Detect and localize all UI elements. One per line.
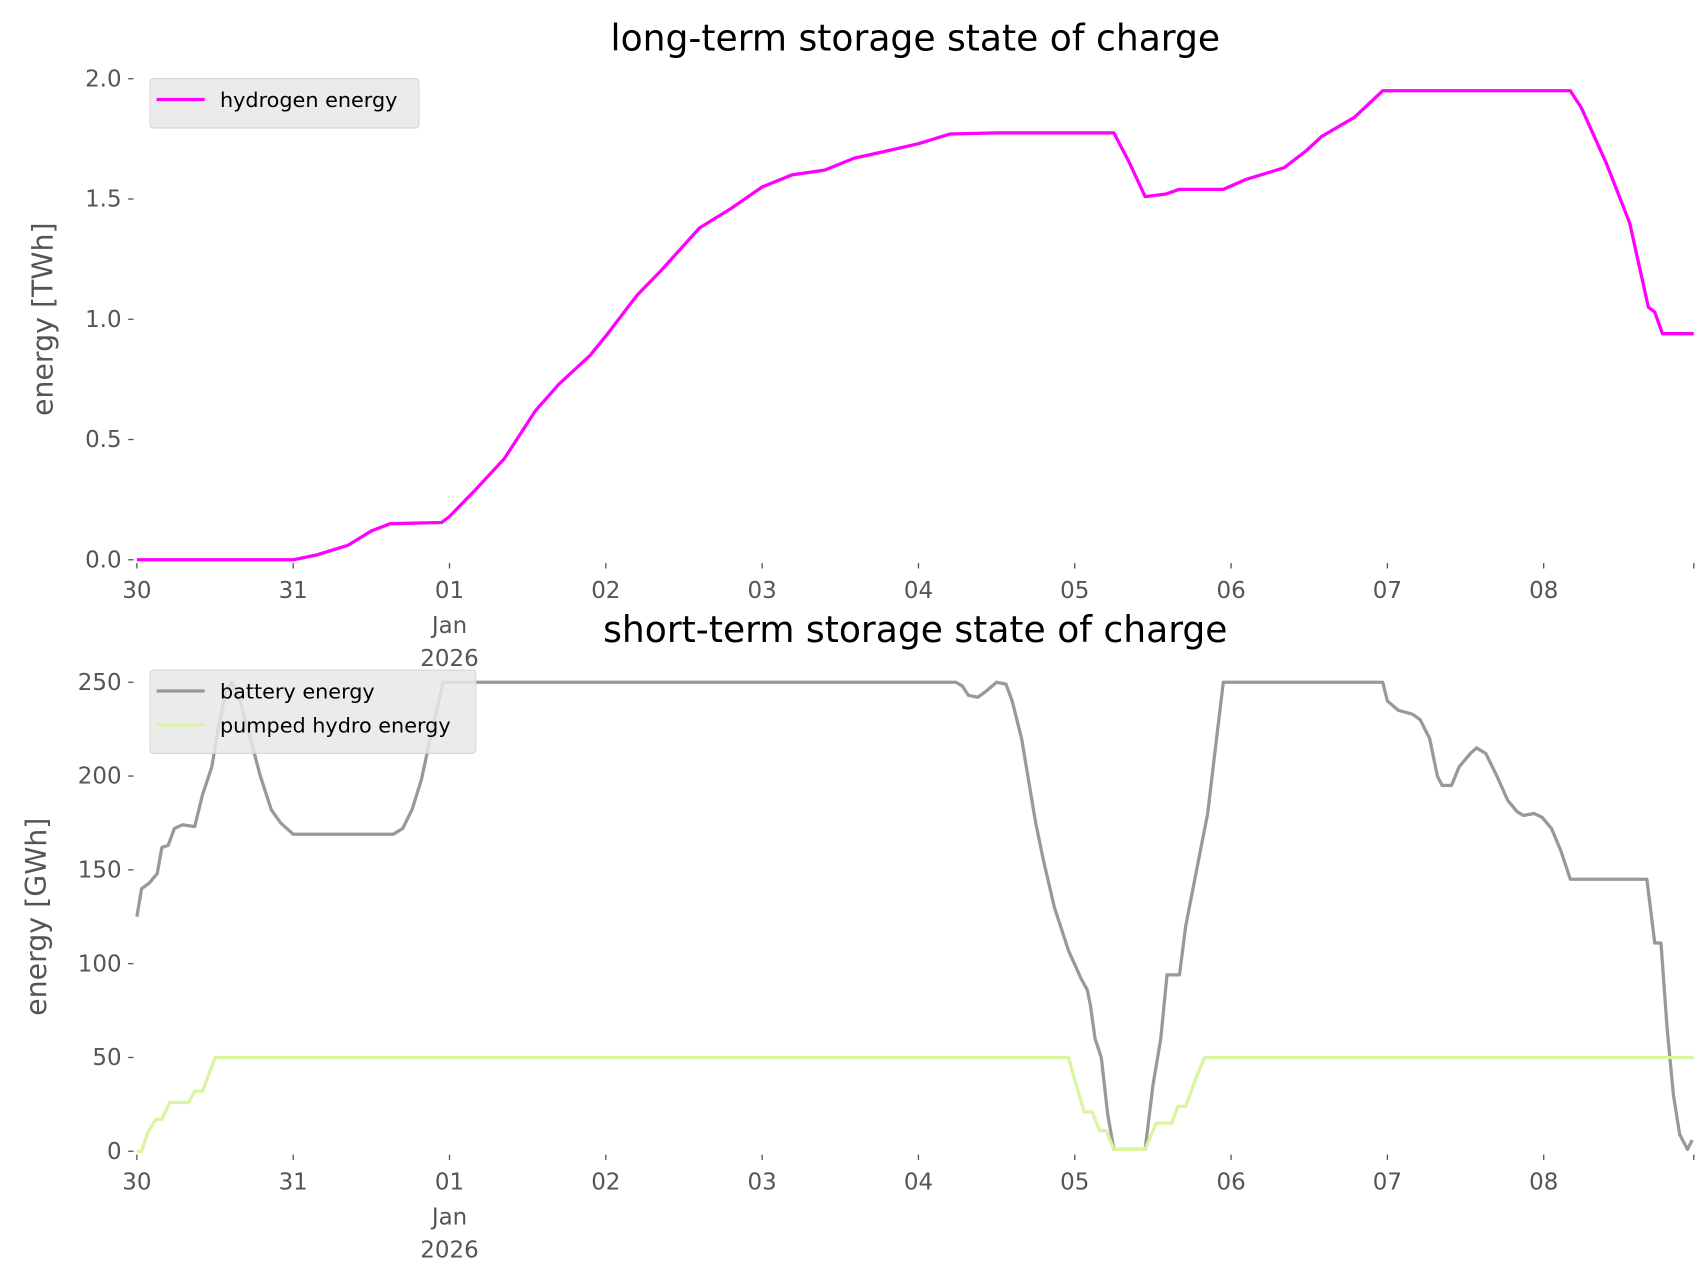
legend-label: hydrogen energy bbox=[220, 88, 397, 112]
x-tick-label: 04 bbox=[904, 578, 933, 604]
x-tick-sublabel: Jan bbox=[430, 1205, 467, 1231]
y-tick-label: 0 bbox=[107, 1139, 122, 1165]
x-tick-label: 08 bbox=[1529, 578, 1558, 604]
y-tick-label: 250 bbox=[78, 670, 122, 696]
x-tick-label: 04 bbox=[904, 1170, 933, 1196]
y-tick-label: 150 bbox=[78, 858, 122, 884]
x-tick-label: 02 bbox=[591, 578, 620, 604]
x-tick-sublabel: 2026 bbox=[420, 646, 478, 672]
y-axis-label: energy [GWh] bbox=[20, 818, 53, 1016]
y-tick-label: 2.0 bbox=[85, 66, 121, 92]
y-tick-label: 200 bbox=[78, 764, 122, 790]
x-tick-label: 06 bbox=[1216, 578, 1245, 604]
x-tick-label: 03 bbox=[748, 1170, 777, 1196]
y-axis-label: energy [TWh] bbox=[27, 222, 60, 416]
short-term-storage-chart: short-term storage state of charge energy… bbox=[20, 609, 1695, 1263]
legend: hydrogen energy bbox=[149, 78, 420, 129]
x-tick-label: 06 bbox=[1216, 1170, 1245, 1196]
y-tick-label: 100 bbox=[78, 951, 122, 977]
legend-box bbox=[149, 669, 477, 754]
x-tick-label: 31 bbox=[279, 578, 308, 604]
x-tick-label: 01 bbox=[435, 578, 464, 604]
x-tick-label: 05 bbox=[1060, 1170, 1089, 1196]
x-tick-label: 30 bbox=[122, 578, 151, 604]
legend-label: pumped hydro energy bbox=[220, 714, 451, 738]
chart-title: long-term storage state of charge bbox=[611, 17, 1221, 59]
legend: battery energy pumped hydro energy bbox=[149, 669, 477, 754]
x-tick-label: 07 bbox=[1373, 578, 1402, 604]
legend-label: battery energy bbox=[220, 680, 375, 704]
series-line-hydrogen-energy bbox=[136, 89, 1694, 562]
series-line-pumped-hydro-energy bbox=[136, 1055, 1694, 1153]
long-term-storage-chart: long-term storage state of charge energy … bbox=[27, 17, 1695, 672]
y-tick-label: 1.0 bbox=[85, 307, 121, 333]
y-tick-label: 1.5 bbox=[85, 187, 121, 213]
chart-title: short-term storage state of charge bbox=[603, 609, 1227, 651]
x-tick-label: 05 bbox=[1060, 578, 1089, 604]
y-tick-label: 0.5 bbox=[85, 427, 121, 453]
x-tick-sublabel: 2026 bbox=[420, 1237, 478, 1263]
x-tick-label: 31 bbox=[279, 1170, 308, 1196]
x-tick-label: 08 bbox=[1529, 1170, 1558, 1196]
x-tick-label: 30 bbox=[122, 1170, 151, 1196]
y-tick-label: 0.0 bbox=[85, 547, 121, 573]
x-tick-label: 01 bbox=[435, 1170, 464, 1196]
x-tick-label: 02 bbox=[591, 1170, 620, 1196]
x-tick-label: 07 bbox=[1373, 1170, 1402, 1196]
x-tick-sublabel: Jan bbox=[430, 613, 467, 639]
x-tick-label: 03 bbox=[748, 578, 777, 604]
y-tick-label: 50 bbox=[92, 1045, 121, 1071]
legend-box bbox=[149, 78, 420, 129]
